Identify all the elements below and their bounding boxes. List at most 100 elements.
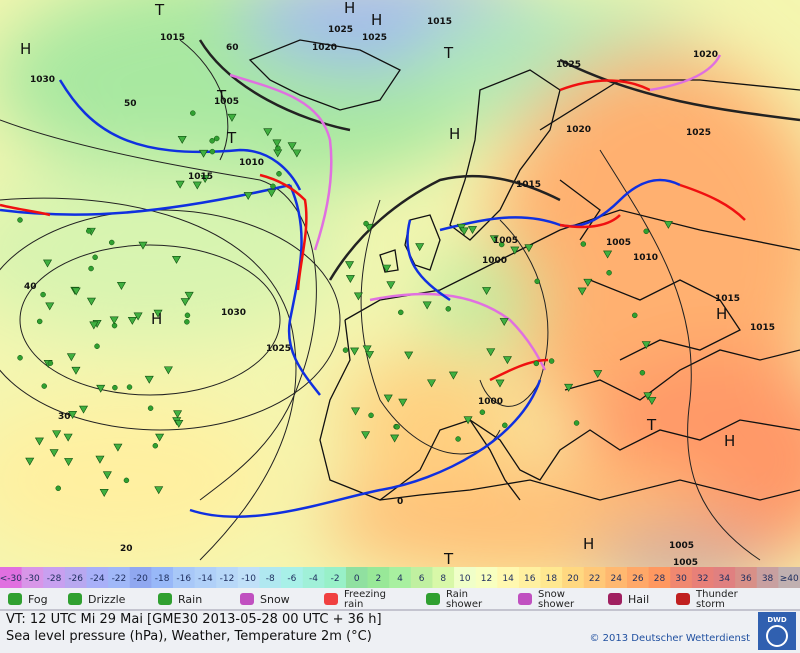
- scale-cell: [497, 567, 520, 588]
- temperature-scale: <-30 -30 -28 -26 -24 -22 -20 -18 -16 -14 -12 -10 -8-…: [0, 567, 800, 588]
- isobar-label: 1025: [686, 128, 711, 138]
- scale-label: -24: [90, 574, 105, 584]
- scale-cell: [778, 567, 800, 588]
- legend-label: Hail: [628, 593, 649, 606]
- legend-icon: [8, 593, 22, 605]
- legend-label: storm: [696, 599, 725, 610]
- isobar-label: 1030: [30, 75, 55, 85]
- shower-symbol: [422, 301, 432, 310]
- legend-icon: [68, 593, 82, 605]
- shower-symbol: [180, 298, 190, 307]
- rain-symbol: [276, 171, 282, 177]
- scale-cell: [216, 567, 239, 588]
- shower-symbol: [593, 370, 603, 379]
- weather-symbols: [17, 110, 673, 497]
- scale-label: -4: [309, 574, 318, 584]
- isobar-label: 1005: [669, 541, 694, 551]
- shower-symbol: [155, 433, 165, 442]
- legend-icon: [676, 593, 690, 605]
- rain-symbol: [184, 312, 191, 319]
- shower-symbol: [577, 287, 587, 296]
- rain-symbol: [502, 422, 508, 429]
- shower-symbol: [345, 261, 355, 270]
- dwd-logo: [758, 612, 796, 650]
- scale-label: 10: [459, 574, 471, 584]
- shower-symbol: [127, 317, 137, 325]
- coastlines: [248, 39, 800, 501]
- shower-symbol: [71, 366, 81, 375]
- shower-symbol: [415, 243, 425, 252]
- legend-label: Rain: [446, 589, 468, 600]
- shower-symbol: [641, 341, 651, 350]
- legend-label: Thunder: [695, 589, 739, 600]
- rain-symbol: [398, 309, 404, 316]
- scale-label: -14: [198, 574, 213, 584]
- shower-symbol: [486, 348, 496, 357]
- rain-symbol: [275, 145, 281, 151]
- isobar-label: 1015: [715, 294, 740, 304]
- isobar-label: 1025: [328, 25, 353, 35]
- scale-cell: [64, 567, 87, 588]
- legend: Fog Drizzle Rain Snow FreezingrainRainshower…: [8, 589, 739, 610]
- scale-label: -22: [112, 574, 127, 584]
- legend-icon: [158, 593, 172, 605]
- shower-symbol: [663, 220, 673, 229]
- shower-symbol: [353, 292, 363, 301]
- isobar-label: 1015: [188, 172, 213, 182]
- scale-label: -12: [220, 574, 235, 584]
- rain-symbol: [47, 360, 54, 366]
- rain-symbol: [213, 135, 220, 142]
- isobar-label: 1000: [478, 397, 503, 407]
- scale-label: -10: [241, 574, 256, 584]
- scale-label: <-30: [0, 574, 22, 584]
- scale-cell: [648, 567, 671, 588]
- rain-symbol: [152, 442, 159, 449]
- dwd-logo-text: DWD: [767, 616, 787, 624]
- shower-symbol: [89, 321, 99, 330]
- shower-symbol: [647, 397, 657, 406]
- rain-symbol: [112, 384, 118, 391]
- scale-cell: [194, 567, 217, 588]
- rain-symbol: [394, 424, 400, 430]
- legend-icon: [324, 593, 338, 605]
- shower-symbol: [287, 142, 297, 151]
- isobar-label: 1005: [606, 238, 631, 248]
- shower-symbol: [64, 458, 74, 467]
- latitude-label: 20: [120, 544, 133, 554]
- scale-cell: [108, 567, 131, 588]
- scale-label: -26: [68, 574, 83, 584]
- shower-symbol: [564, 383, 574, 392]
- rain-symbol: [88, 265, 94, 272]
- rain-symbol: [479, 409, 486, 415]
- rain-symbol: [573, 420, 580, 426]
- shower-symbol: [398, 398, 408, 407]
- shower-symbol: [351, 407, 361, 416]
- shower-symbol: [459, 227, 469, 236]
- shower-symbol: [171, 256, 182, 264]
- rain-symbol: [209, 148, 216, 155]
- scale-cell: [172, 567, 196, 588]
- scale-label: 36: [740, 574, 752, 584]
- scale-label: 24: [610, 574, 622, 584]
- scale-cell: [735, 567, 758, 588]
- scale-cell: [670, 567, 693, 588]
- latitude-label: 30: [58, 412, 71, 422]
- fronts: [0, 54, 746, 518]
- scale-label: -30: [25, 574, 40, 584]
- legend-label: Freezing: [344, 589, 386, 600]
- scale-cell: [691, 567, 715, 588]
- high-pressure: H: [151, 310, 162, 328]
- high-pressure: H: [344, 0, 355, 17]
- rain-symbol: [632, 312, 638, 319]
- scale-label: 14: [502, 574, 514, 584]
- scale-cell: [86, 567, 109, 588]
- shower-symbol: [71, 287, 81, 296]
- shower-symbol: [184, 291, 194, 300]
- scale-cell: [627, 567, 650, 588]
- scale-label: 26: [632, 574, 644, 584]
- scale-cell: [302, 567, 325, 588]
- scale-cell: [713, 567, 736, 588]
- rain-symbol: [86, 228, 92, 234]
- scale-label: -8: [266, 574, 275, 584]
